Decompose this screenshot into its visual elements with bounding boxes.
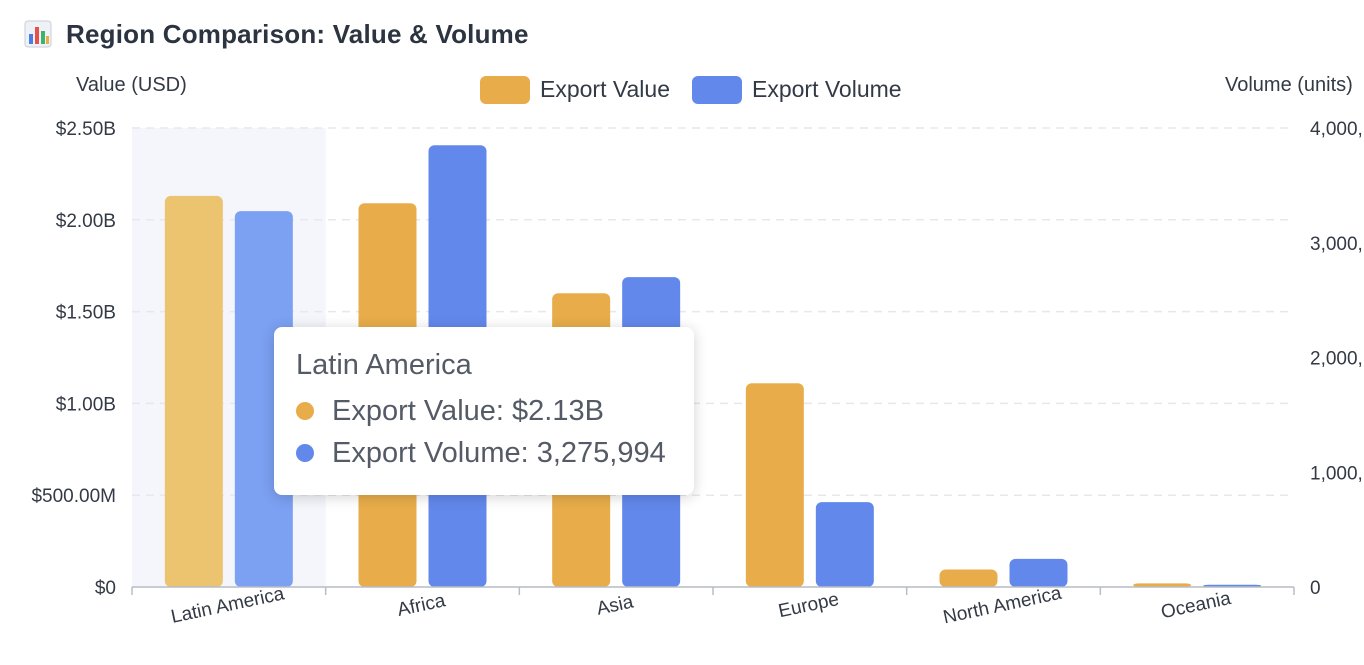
y-left-tick-label: $2.00B (56, 211, 116, 232)
bar-export-value[interactable] (939, 569, 998, 587)
bar-chart-icon (24, 20, 52, 48)
value-dot-icon (296, 402, 314, 420)
y-right-tick-label: 4,000, (1310, 119, 1363, 140)
tooltip-title: Latin America (296, 349, 472, 381)
chart-title: Region Comparison: Value & Volume (66, 18, 529, 49)
y-left-tick-label: $1.00B (56, 394, 116, 415)
bar-export-value[interactable] (745, 383, 804, 587)
tooltip-row-value: Export Value: $2.13B (296, 390, 672, 432)
tooltip-row-volume: Export Volume: 3,275,994 (296, 432, 672, 474)
x-tick-label: Asia (595, 591, 636, 619)
y-right-tick-label: 3,000, (1310, 234, 1363, 255)
volume-dot-icon (296, 444, 314, 462)
y-right-tick-label: 0 (1310, 578, 1321, 599)
gridlines (132, 127, 1294, 496)
legend-item-export-value[interactable]: Export Value (480, 76, 670, 104)
x-tick-label: Oceania (1159, 588, 1233, 623)
bar-export-value[interactable] (1133, 583, 1192, 587)
x-tick-label: North America (941, 583, 1064, 629)
x-tick-label: Europe (777, 589, 841, 622)
legend-swatch-icon (480, 76, 530, 104)
y-axis-right-label: Volume (units) (1225, 74, 1353, 96)
legend-swatch-icon (692, 76, 742, 104)
chart-header: Region Comparison: Value & Volume (24, 14, 529, 54)
bar-export-value[interactable] (164, 195, 223, 587)
y-left-tick-label: $2.50B (56, 119, 116, 140)
y-left-tick-label: $500.00M (31, 486, 116, 507)
tooltip-value-text: Export Value: $2.13B (332, 394, 604, 427)
y-right-tick-label: 1,000, (1310, 463, 1363, 484)
bar-export-volume[interactable] (1009, 558, 1068, 587)
bar-export-volume[interactable] (815, 502, 874, 587)
x-tick-label: Latin America (169, 583, 286, 628)
legend-item-export-volume[interactable]: Export Volume (692, 76, 902, 104)
x-tick-label: Africa (395, 590, 447, 621)
y-axis-left-label: Value (USD) (76, 74, 187, 96)
legend[interactable]: Export Value Export Volume (480, 76, 902, 104)
y-left-tick-label: $0 (95, 578, 116, 599)
tooltip-volume-text: Export Volume: 3,275,994 (332, 436, 666, 469)
y-right-tick-label: 2,000, (1310, 349, 1363, 370)
legend-label: Export Value (540, 76, 670, 102)
y-left-tick-label: $1.50B (56, 303, 116, 324)
legend-label: Export Volume (752, 76, 902, 102)
tooltip: Latin America Export Value: $2.13B Expor… (274, 327, 694, 495)
